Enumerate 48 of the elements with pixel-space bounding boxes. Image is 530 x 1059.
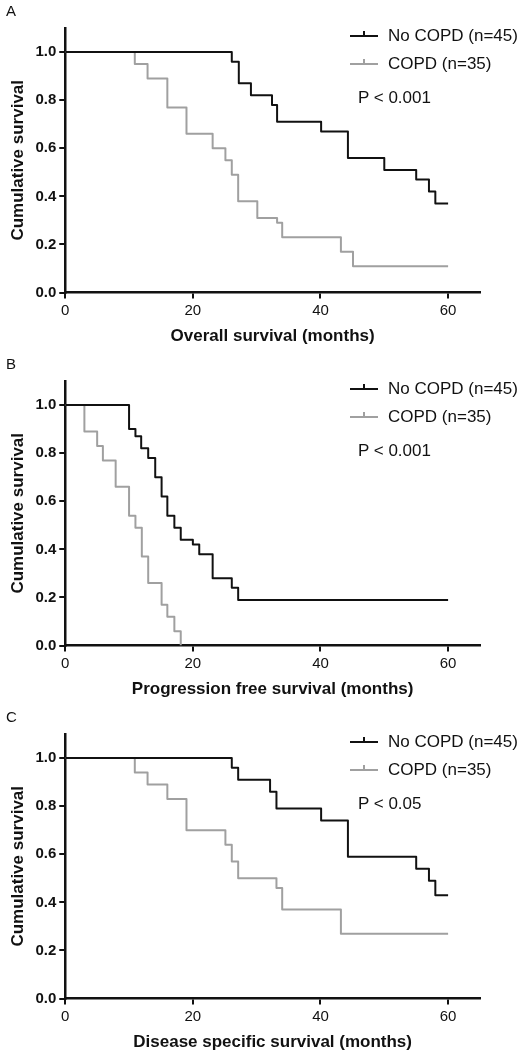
x-tick-label: 40	[312, 300, 329, 318]
y-tick-label: 1.0	[35, 42, 57, 60]
legend-label: No COPD (n=45)	[388, 25, 518, 45]
y-tick-label: 0.6	[35, 138, 57, 156]
legend-label: No COPD (n=45)	[388, 378, 518, 398]
legend-label: COPD (n=35)	[388, 53, 492, 73]
y-tick-label: 0.0	[35, 988, 57, 1006]
x-tick-label: 40	[312, 653, 329, 671]
y-tick-label: 0.8	[35, 90, 57, 108]
x-tick-label: 0	[61, 1006, 70, 1024]
y-tick-label: 0.6	[35, 491, 57, 509]
y-tick-label: 0.6	[35, 844, 57, 862]
y-tick-label: 0.4	[35, 539, 57, 557]
x-tick-label: 20	[184, 1006, 202, 1024]
y-tick-label: 0.8	[35, 796, 57, 814]
annotation: P < 0.001	[358, 87, 431, 107]
text: B	[6, 355, 17, 373]
y-axis-title: Cumulative survival	[7, 79, 27, 241]
y-tick-label: 0.2	[35, 234, 57, 252]
y-tick-label: 1.0	[35, 748, 57, 766]
x-tick-label: 0	[61, 653, 70, 671]
y-tick-label: 0.2	[35, 940, 57, 958]
x-axis-title: Progression free survival (months)	[131, 679, 414, 699]
legend-label: No COPD (n=45)	[388, 731, 518, 751]
y-tick-label: 0.2	[35, 587, 57, 605]
x-tick-label: 0	[61, 300, 70, 318]
legend-label: COPD (n=35)	[388, 759, 492, 779]
x-tick-label: 20	[184, 653, 202, 671]
x-tick-label: 60	[439, 653, 457, 671]
y-tick-label: 0.8	[35, 443, 57, 461]
y-tick-label: 0.0	[35, 635, 57, 653]
x-tick-label: 20	[184, 300, 202, 318]
x-tick-label: 60	[439, 1006, 457, 1024]
y-axis-title: Cumulative survival	[7, 785, 27, 947]
text: A	[6, 2, 17, 20]
annotation: P < 0.001	[358, 440, 431, 460]
y-axis-title: Cumulative survival	[7, 432, 27, 594]
x-tick-label: 40	[312, 1006, 329, 1024]
text: C	[6, 708, 17, 726]
y-tick-label: 0.0	[35, 282, 57, 300]
y-tick-label: 0.4	[35, 892, 57, 910]
legend-label: COPD (n=35)	[388, 406, 492, 426]
y-tick-label: 1.0	[35, 395, 57, 413]
x-axis-title: Disease specific survival (months)	[133, 1032, 412, 1052]
x-axis-title: Overall survival (months)	[170, 326, 375, 346]
annotation: P < 0.05	[358, 793, 422, 813]
y-tick-label: 0.4	[35, 186, 57, 204]
x-tick-label: 60	[439, 300, 457, 318]
